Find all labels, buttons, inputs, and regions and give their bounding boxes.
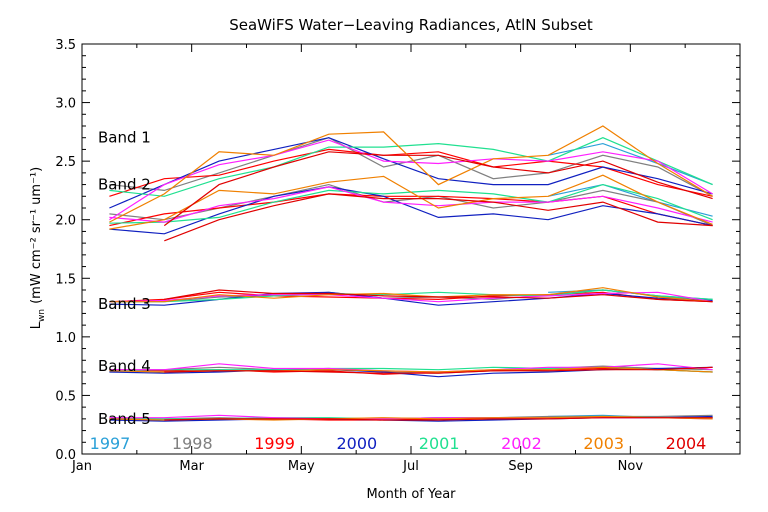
series-line-2000-band1	[109, 137, 713, 209]
x-axis-label: Month of Year	[366, 487, 456, 502]
y-tick-label: 2.0	[55, 214, 76, 229]
series-line-2004-band5	[164, 417, 713, 421]
y-tick-label: 3.5	[55, 38, 76, 53]
y-tick-label: 1.0	[55, 331, 76, 346]
x-tick-label: Mar	[179, 459, 204, 474]
series-line-2000-band2	[109, 186, 713, 235]
series-line-2002-band3	[109, 291, 713, 303]
series-line-1997-band2	[547, 183, 713, 217]
y-tick-label: 3.0	[55, 97, 76, 112]
legend-year-1997: 1997	[90, 434, 131, 453]
year-legend: 1997 1998 1999 2000 2001 2002 2003 2004	[90, 434, 707, 453]
y-tick-label: 0.5	[55, 389, 76, 404]
axis-ticks: 0.0 0.5 1.0 1.5 2.0 2.5 3.0 3.5 Jan Mar May Jul Sep N…	[55, 38, 741, 474]
legend-year-2000: 2000	[336, 434, 377, 453]
x-tick-label: Jan	[71, 459, 92, 474]
band-label: Band 3	[98, 295, 151, 313]
legend-year-2001: 2001	[419, 434, 460, 453]
y-axis-label-main: L	[29, 321, 44, 329]
y-axis-label: Lwn (mW cm⁻² sr⁻¹ um⁻¹)	[29, 167, 47, 329]
series-line-2004-band1	[163, 151, 713, 227]
x-tick-label: May	[288, 459, 315, 474]
legend-year-1998: 1998	[172, 434, 213, 453]
series-line-2004-band2	[164, 193, 713, 242]
legend-year-2002: 2002	[501, 434, 542, 453]
band-label: Band 2	[98, 176, 151, 194]
band-label: Band 4	[98, 357, 151, 375]
series-line-2004-band4	[164, 366, 713, 374]
x-tick-label: Nov	[618, 459, 644, 474]
y-axis-label-units: (mW cm⁻² sr⁻¹ um⁻¹)	[29, 167, 44, 304]
x-tick-label: Sep	[508, 459, 533, 474]
series-line-2003-band2	[109, 174, 713, 230]
y-tick-label: 0.0	[55, 448, 76, 463]
chart-title: SeaWiFS Water−Leaving Radiances, AtlN Su…	[229, 16, 593, 34]
series-line-2003-band1	[109, 125, 713, 223]
legend-year-2003: 2003	[583, 434, 624, 453]
legend-year-1999: 1999	[254, 434, 295, 453]
band-labels: Band 1 Band 2 Band 3 Band 4 Band 5	[98, 129, 151, 428]
series-line-1999-band1	[109, 148, 713, 197]
legend-year-2004: 2004	[666, 434, 707, 453]
plot-frame	[81, 43, 741, 455]
x-tick-label: Jul	[402, 459, 419, 474]
series-line-2001-band1	[109, 137, 713, 197]
series-line-2002-band1	[109, 139, 713, 221]
series-line-2001-band3	[109, 289, 713, 303]
y-tick-label: 1.5	[55, 272, 76, 287]
series-line-2003-band3	[109, 287, 713, 303]
series-line-2004-band3	[164, 289, 713, 303]
band-label: Band 1	[98, 129, 151, 147]
series-line-2002-band2	[109, 186, 713, 223]
series-lines	[109, 125, 713, 422]
y-tick-label: 2.5	[55, 155, 76, 170]
y-axis-label-sub: wn	[37, 309, 47, 322]
band-label: Band 5	[98, 410, 151, 428]
